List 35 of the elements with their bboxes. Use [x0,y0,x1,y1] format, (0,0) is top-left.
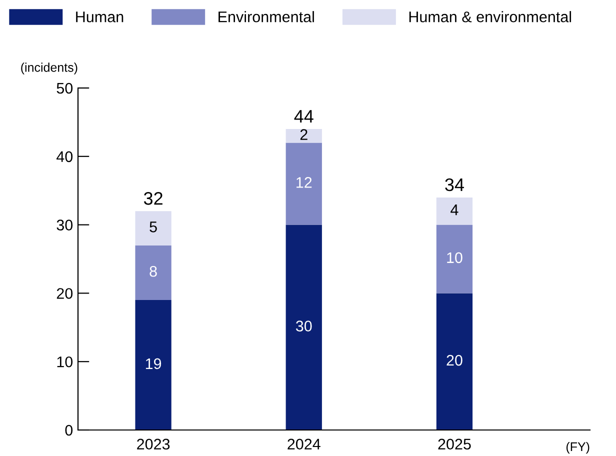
bar [286,224,322,430]
bar [286,142,322,225]
y-tick-label: 40 [56,151,73,162]
total-label: 44 [294,110,314,123]
legend-label: Human & environmental [409,11,572,22]
x-tick-label: 2024 [288,438,320,450]
bar [135,300,172,430]
bar [436,224,473,294]
data-label: 5 [150,222,157,232]
data-label: 10 [447,252,462,264]
bar [436,197,473,225]
y-tick-label: 20 [56,288,73,299]
x-tick-label: 2023 [137,438,170,450]
y-tick-label: 30 [56,220,73,230]
y-tick-label: 10 [57,356,73,368]
total-label: 32 [144,192,162,205]
legend-label: Human [76,12,124,22]
bar [436,293,473,430]
y-tick-label: 0 [65,424,73,436]
y-axis-title: (incidents) [21,62,78,74]
data-label: 2 [300,129,308,140]
data-label: 4 [450,204,458,216]
legend-label: Environmental [218,11,314,22]
bar [135,211,172,246]
data-label: 20 [446,354,462,366]
total-label: 34 [445,178,464,192]
x-tick-label: 2025 [438,438,471,450]
data-label: 19 [146,358,162,370]
y-tick-label: 50 [56,82,73,94]
x-axis-title: (FY) [566,442,590,454]
data-label: 8 [150,266,157,277]
bar [286,129,322,143]
data-label: 12 [296,177,312,188]
bar [135,245,172,300]
data-label: 30 [296,320,312,332]
